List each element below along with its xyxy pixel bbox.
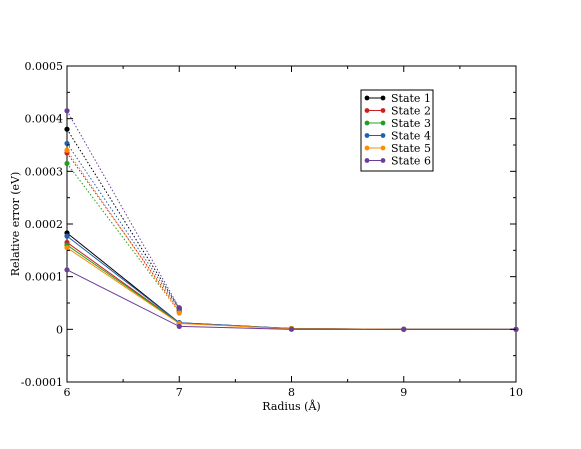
x-tick-label: 6 [64, 386, 71, 399]
series-point [64, 267, 70, 273]
legend-swatch-point [380, 95, 386, 101]
legend-swatch-point [380, 133, 386, 138]
series-point [288, 326, 295, 332]
legend-label: State 2 [391, 105, 431, 118]
y-tick-label: -0.0001 [21, 376, 63, 389]
legend-swatch-point [364, 108, 370, 113]
axes: 6 7 8 9 10 -0.0001 0 0.0001 0.0002 0.0003 0.0004 0.… [21, 60, 523, 399]
y-tick-label: 0.0003 [25, 165, 64, 178]
legend-swatch-point [364, 145, 370, 151]
y-tick-label: 0.0005 [25, 60, 64, 73]
legend-label: State 1 [391, 92, 431, 105]
y-axis-title: Relative error (eV) [9, 172, 22, 276]
series-dotted-point [64, 147, 70, 153]
series-dotted-line [66, 163, 180, 313]
series-point [401, 326, 407, 332]
legend-label: State 3 [391, 117, 431, 130]
y-tick-label: 0.0002 [25, 218, 64, 231]
legend-swatch-point [380, 158, 386, 163]
y-tick-label: 0.0004 [25, 113, 64, 126]
legend-swatch-point [380, 120, 386, 126]
series-point [176, 323, 182, 330]
legend-swatch-point [364, 95, 370, 101]
series-dotted-point [176, 305, 182, 311]
x-tick-label: 7 [176, 386, 183, 399]
legend-swatch-point [364, 158, 370, 163]
x-tick-label: 9 [400, 386, 407, 399]
legend-swatch-point [380, 145, 386, 151]
series-dotted-point [176, 310, 182, 316]
legend-label: State 6 [391, 155, 431, 168]
legend-swatch-point [380, 108, 386, 113]
legend-swatch-point [364, 120, 370, 126]
legend-label: State 5 [391, 142, 431, 155]
legend-label: State 4 [391, 130, 431, 143]
x-tick-label: 8 [288, 386, 295, 399]
y-tick-label: 0.0001 [25, 271, 64, 284]
series-dotted-point [64, 126, 70, 132]
legend-swatch-point [364, 133, 370, 138]
x-axis-title: Radius (Å) [262, 399, 320, 413]
legend-box [360, 89, 434, 172]
series-point [64, 245, 70, 251]
series-dotted-line [66, 149, 180, 314]
series-point [64, 233, 70, 239]
series-dotted-line [66, 128, 180, 309]
series-dotted-point [64, 108, 70, 114]
series-dotted-line [66, 110, 180, 308]
x-tick-label: 10 [509, 386, 523, 399]
series-group [64, 108, 519, 332]
series-dotted-line [66, 152, 180, 312]
series-dotted-point [64, 160, 70, 167]
y-tick-label: 0 [56, 323, 63, 336]
